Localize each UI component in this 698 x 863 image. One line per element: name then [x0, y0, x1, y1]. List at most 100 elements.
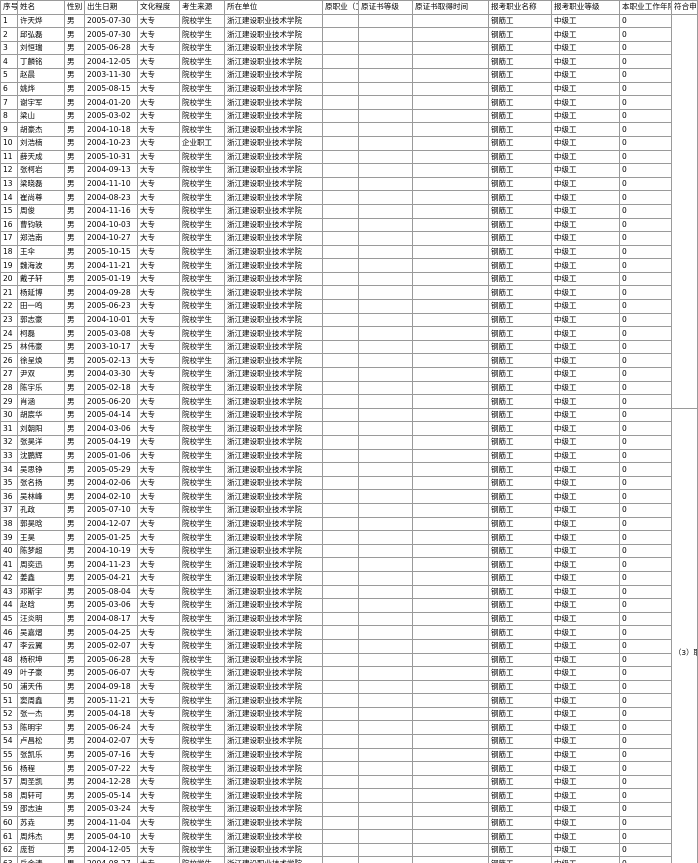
cell-former-cert-date[interactable] [412, 530, 489, 545]
cell-former-occupation[interactable] [322, 203, 359, 219]
cell-former-cert-level[interactable] [358, 163, 413, 178]
cell-education[interactable]: 大专 [137, 27, 180, 42]
cell-seq[interactable]: 9 [0, 122, 18, 137]
cell-candidate-source[interactable]: 院校学生 [179, 788, 225, 804]
cell-education[interactable]: 大专 [137, 747, 180, 763]
cell-seq[interactable]: 7 [0, 95, 18, 110]
cell-education[interactable]: 大专 [137, 326, 180, 341]
cell-former-occupation[interactable] [322, 217, 359, 233]
cell-sex[interactable]: 男 [64, 217, 85, 233]
cell-former-cert-level[interactable] [358, 407, 413, 423]
cell-unit[interactable]: 浙江建设职业技术学院 [224, 326, 323, 341]
cell-applied-level[interactable]: 中级工 [551, 802, 620, 817]
cell-work-years[interactable]: 0 [619, 802, 672, 817]
cell-applied-occupation[interactable]: 钢筋工 [488, 285, 552, 301]
cell-name[interactable]: 张柯岩 [17, 163, 65, 178]
cell-birthdate[interactable]: 2005-03-02 [84, 108, 138, 124]
cell-work-years[interactable]: 0 [619, 489, 672, 504]
cell-birthdate[interactable]: 2004-08-17 [84, 611, 138, 627]
cell-applied-occupation[interactable]: 钢筋工 [488, 625, 552, 640]
cell-name[interactable]: 赵晗 [17, 598, 65, 613]
cell-name[interactable]: 曹钧轶 [17, 217, 65, 233]
cell-education[interactable]: 大专 [137, 761, 180, 776]
cell-education[interactable]: 大专 [137, 720, 180, 736]
cell-work-years[interactable]: 0 [619, 706, 672, 722]
cell-former-occupation[interactable] [322, 163, 359, 178]
cell-seq[interactable]: 1 [0, 13, 18, 29]
cell-education[interactable]: 大专 [137, 231, 180, 246]
cell-seq[interactable]: 25 [0, 339, 18, 355]
cell-applied-occupation[interactable]: 钢筋工 [488, 747, 552, 763]
cell-seq[interactable]: 33 [0, 448, 18, 464]
cell-former-occupation[interactable] [322, 54, 359, 69]
cell-work-years[interactable]: 0 [619, 40, 672, 56]
cell-sex[interactable]: 男 [64, 774, 85, 790]
cell-education[interactable]: 大专 [137, 598, 180, 613]
cell-education[interactable]: 大专 [137, 217, 180, 233]
cell-applied-level[interactable]: 中级工 [551, 666, 620, 681]
cell-candidate-source[interactable]: 院校学生 [179, 326, 225, 341]
cell-birthdate[interactable]: 2005-05-14 [84, 788, 138, 804]
cell-name[interactable]: 林伟豪 [17, 339, 65, 355]
cell-eligibility-note[interactable]: （3）取得本专业或相关专业的技工院校或中等及以上职业院校、专科及以上普通高等学校… [671, 407, 698, 863]
cell-former-cert-date[interactable] [412, 81, 489, 97]
cell-education[interactable]: 大专 [137, 802, 180, 817]
cell-former-cert-date[interactable] [412, 856, 489, 863]
cell-work-years[interactable]: 0 [619, 285, 672, 301]
cell-name[interactable]: 陈明宇 [17, 720, 65, 736]
cell-unit[interactable]: 浙江建设职业技术学院 [224, 435, 323, 450]
cell-work-years[interactable]: 0 [619, 407, 672, 423]
cell-seq[interactable]: 4 [0, 54, 18, 69]
cell-birthdate[interactable]: 2005-11-21 [84, 693, 138, 708]
cell-sex[interactable]: 男 [64, 67, 85, 83]
cell-sex[interactable]: 男 [64, 367, 85, 382]
cell-former-occupation[interactable] [322, 40, 359, 56]
cell-sex[interactable]: 男 [64, 666, 85, 681]
cell-former-cert-date[interactable] [412, 407, 489, 423]
cell-former-occupation[interactable] [322, 407, 359, 423]
cell-name[interactable]: 梁晓磊 [17, 176, 65, 192]
cell-work-years[interactable]: 0 [619, 149, 672, 165]
cell-seq[interactable]: 56 [0, 761, 18, 776]
cell-unit[interactable]: 浙江建设职业技术学院 [224, 217, 323, 233]
cell-name[interactable]: 肖涵 [17, 394, 65, 409]
cell-candidate-source[interactable]: 院校学生 [179, 149, 225, 165]
cell-former-occupation[interactable] [322, 231, 359, 246]
cell-sex[interactable]: 男 [64, 448, 85, 464]
cell-sex[interactable]: 男 [64, 720, 85, 736]
cell-birthdate[interactable]: 2005-02-18 [84, 380, 138, 396]
cell-seq[interactable]: 51 [0, 693, 18, 708]
cell-education[interactable]: 大专 [137, 108, 180, 124]
cell-work-years[interactable]: 0 [619, 258, 672, 273]
cell-sex[interactable]: 男 [64, 693, 85, 708]
cell-applied-level[interactable]: 中级工 [551, 27, 620, 42]
cell-name[interactable]: 吴思铮 [17, 462, 65, 477]
cell-seq[interactable]: 43 [0, 584, 18, 600]
cell-former-cert-level[interactable] [358, 435, 413, 450]
cell-former-cert-level[interactable] [358, 502, 413, 518]
cell-education[interactable]: 大专 [137, 829, 180, 844]
cell-applied-occupation[interactable]: 钢筋工 [488, 543, 552, 559]
cell-applied-occupation[interactable]: 钢筋工 [488, 557, 552, 572]
cell-birthdate[interactable]: 2004-11-10 [84, 176, 138, 192]
cell-applied-level[interactable]: 中级工 [551, 258, 620, 273]
cell-candidate-source[interactable]: 院校学生 [179, 761, 225, 776]
cell-candidate-source[interactable]: 院校学生 [179, 203, 225, 219]
cell-former-cert-level[interactable] [358, 258, 413, 273]
cell-former-occupation[interactable] [322, 761, 359, 776]
cell-seq[interactable]: 30 [0, 407, 18, 423]
cell-candidate-source[interactable]: 院校学生 [179, 774, 225, 790]
cell-candidate-source[interactable]: 院校学生 [179, 339, 225, 355]
cell-applied-level[interactable]: 中级工 [551, 638, 620, 654]
cell-unit[interactable]: 浙江建设职业技术学院 [224, 244, 323, 260]
cell-applied-level[interactable]: 中级工 [551, 652, 620, 668]
cell-birthdate[interactable]: 2004-10-27 [84, 231, 138, 246]
cell-candidate-source[interactable]: 院校学生 [179, 747, 225, 763]
cell-education[interactable]: 大专 [137, 149, 180, 165]
cell-former-cert-level[interactable] [358, 27, 413, 42]
cell-former-cert-level[interactable] [358, 462, 413, 477]
cell-birthdate[interactable]: 2005-05-29 [84, 462, 138, 477]
cell-former-cert-date[interactable] [412, 176, 489, 192]
cell-work-years[interactable]: 0 [619, 761, 672, 776]
cell-former-cert-date[interactable] [412, 258, 489, 273]
